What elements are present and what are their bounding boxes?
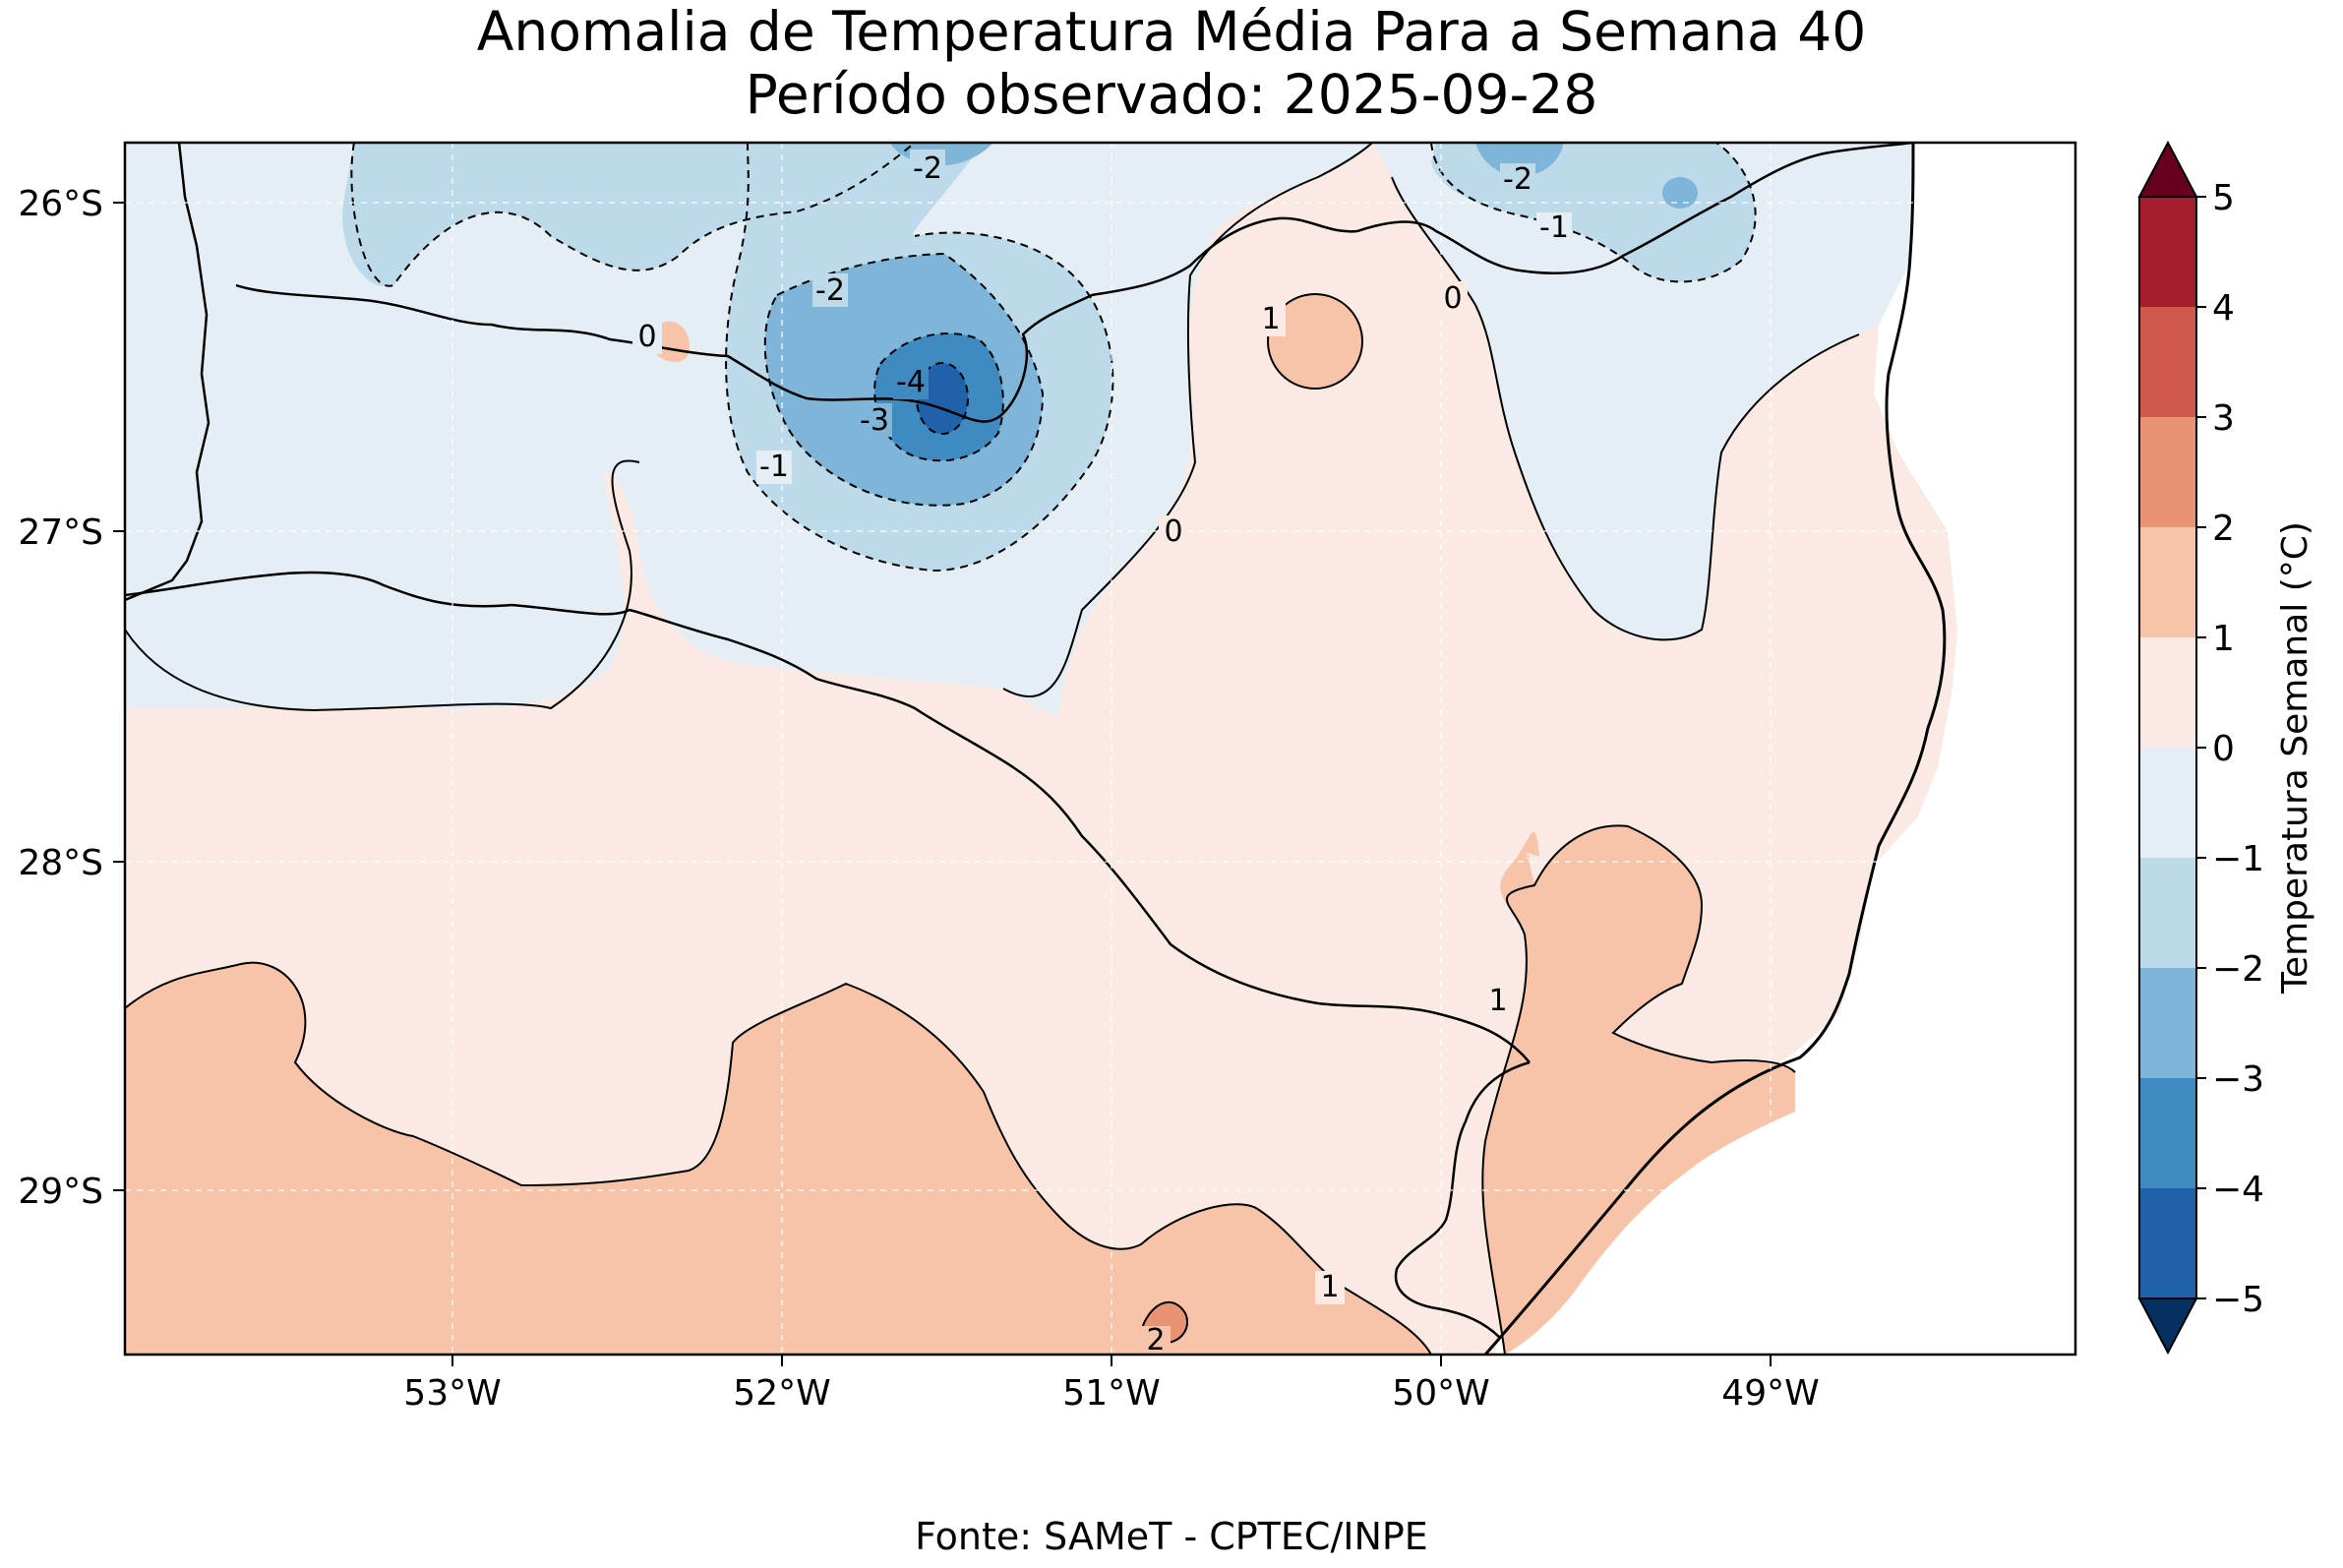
longitude-label: 50°W — [1392, 1373, 1489, 1414]
anomaly-1-to-2-n-spot — [1268, 294, 1362, 389]
contour-label: -2 — [913, 151, 942, 186]
contour-label: -2 — [1503, 162, 1532, 197]
colorbar-tick-label: −3 — [2212, 1059, 2264, 1100]
colorbar-tick-label: 2 — [2212, 509, 2235, 549]
sc-rs-border — [125, 571, 1531, 1063]
rs-inlet — [1394, 1060, 1531, 1339]
colorbar-tick-label: −2 — [2212, 949, 2264, 990]
contour-1-east — [1481, 824, 1796, 1355]
latitude-label: 28°S — [18, 843, 103, 883]
contour-zero-east — [1391, 176, 1860, 641]
colorbar-extend-min — [2137, 1297, 2198, 1356]
contour-lines — [125, 143, 1860, 1355]
contour-label: -1 — [1539, 211, 1569, 245]
colorbar-segment — [2139, 968, 2196, 1079]
colorbar-segments — [2137, 140, 2198, 1356]
colorbar-segment — [2139, 637, 2196, 749]
contour-label: 1 — [1261, 302, 1280, 336]
colorbar-segment — [2139, 197, 2196, 308]
contour-label: 1 — [1320, 1270, 1339, 1304]
colorbar-segment — [2139, 858, 2196, 969]
anomaly-minus3-to-minus2-ne-spot — [1662, 177, 1698, 209]
anomaly-minus5-to-minus4-region — [917, 363, 968, 434]
contour-label: 1 — [1488, 984, 1507, 1018]
contour-label: -2 — [815, 273, 845, 308]
map-title: Anomalia de Temperatura Média Para a Sem… — [476, 0, 1867, 63]
longitude-label: 51°W — [1062, 1373, 1160, 1414]
colorbar-tick-label: 1 — [2212, 619, 2235, 659]
colorbar-segment — [2139, 527, 2196, 638]
map-frame — [123, 141, 2077, 1357]
longitude-label: 52°W — [733, 1373, 830, 1414]
grid-lines — [125, 143, 2075, 1355]
colorbar: 5 4 3 2 1 0 −1 −2 −3 −4 −5 Temperatura Semanal (°C… — [2137, 140, 2315, 1356]
latitude-label: 29°S — [18, 1172, 103, 1212]
colorbar-tick-label: 5 — [2212, 178, 2235, 218]
colorbar-segment — [2139, 748, 2196, 859]
contour-zero-west — [125, 459, 640, 712]
map-area: -2 -2 -1 -2 0 1 0 -4 -3 -1 0 1 1 — [125, 143, 2075, 1357]
contour-label: 0 — [637, 320, 656, 354]
colorbar-segment — [2139, 1188, 2196, 1299]
contour-label: -4 — [896, 365, 926, 399]
contour-label: -3 — [860, 403, 889, 438]
latitude-label: 26°S — [18, 184, 103, 224]
coastline — [1483, 143, 1947, 1355]
contour-minus1-nw — [350, 143, 916, 287]
colorbar-tick-label: −5 — [2212, 1280, 2264, 1320]
colorbar-tick-label: 0 — [2212, 729, 2235, 769]
contour-1-north — [1267, 293, 1363, 390]
boundary-lines — [125, 143, 1947, 1355]
contour-minus1-ne — [1430, 143, 1757, 283]
colorbar-segment — [2139, 1078, 2196, 1189]
contour-label: 2 — [1146, 1323, 1165, 1357]
longitude-label: 49°W — [1721, 1373, 1819, 1414]
source-credit: Fonte: SAMeT - CPTEC/INPE — [915, 1515, 1428, 1558]
contour-minus1-core — [725, 143, 1114, 573]
colorbar-tick-label: 4 — [2212, 288, 2235, 329]
contour-label: 0 — [1443, 281, 1462, 316]
contour-minus4-core — [916, 362, 969, 435]
contour-labels: -2 -2 -1 -2 0 1 0 -4 -3 -1 0 1 1 — [632, 150, 1572, 1357]
anomaly-minus3-to-minus2-ne-region — [1475, 143, 1564, 177]
sc-pr-border — [235, 143, 1914, 423]
longitude-labels: 53°W 52°W 51°W 50°W 49°W — [403, 1355, 1820, 1414]
contour-minus2-core — [763, 252, 1045, 507]
contour-label: 0 — [1164, 514, 1182, 549]
west-border — [125, 143, 210, 602]
colorbar-segment — [2139, 417, 2196, 528]
colorbar-segment — [2139, 307, 2196, 418]
colorbar-tick-label: −1 — [2212, 839, 2264, 879]
map-subtitle: Período observado: 2025-09-28 — [745, 63, 1598, 126]
anomaly-1-to-2-east-region — [1482, 825, 1795, 1355]
contour-zero-central — [1002, 143, 1373, 697]
contour-1-south — [125, 961, 1432, 1355]
colorbar-label: Temperatura Semanal (°C) — [2275, 521, 2315, 995]
anomaly-1-to-2-south-region — [125, 962, 1431, 1355]
latitude-labels: 26°S 27°S 28°S 29°S — [18, 184, 125, 1212]
ocean-area — [1495, 143, 2075, 1355]
longitude-label: 53°W — [403, 1373, 501, 1414]
latitude-label: 27°S — [18, 513, 103, 553]
colorbar-extend-max — [2137, 140, 2198, 198]
contour-label: -1 — [759, 450, 789, 484]
colorbar-tick-label: 3 — [2212, 398, 2235, 439]
colorbar-tick-label: −4 — [2212, 1170, 2264, 1210]
colorbar-ticks: 5 4 3 2 1 0 −1 −2 −3 −4 −5 — [2196, 178, 2264, 1320]
